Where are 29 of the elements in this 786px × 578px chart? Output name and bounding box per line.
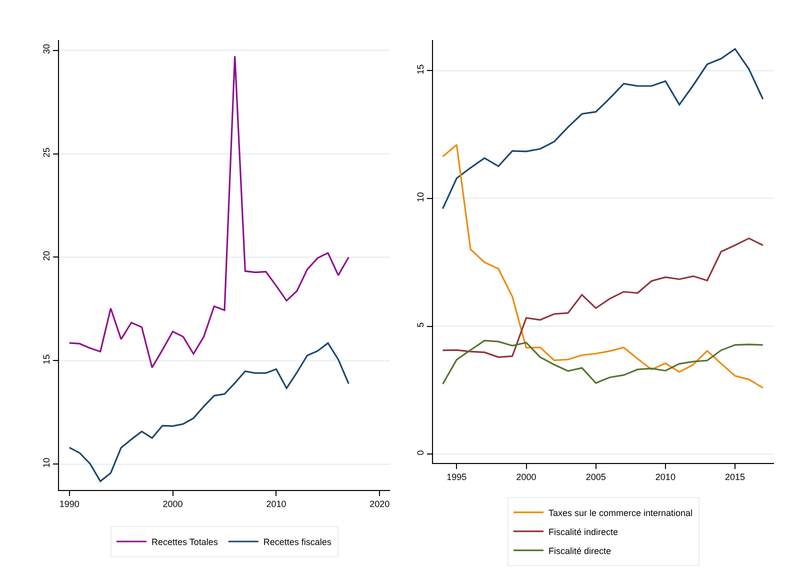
y-tick-label: 20 [41,250,52,261]
x-tick-label: 2005 [586,472,606,482]
legend-label: Fiscalité indirecte [548,526,618,537]
line-series [442,238,764,358]
x-tick-label: 2015 [725,472,746,482]
y-tick-label: 15 [41,354,52,364]
legend-label: Taxes sur le commerce international [548,508,693,518]
line-series [68,342,350,482]
y-tick-label: 10 [41,458,52,468]
x-tick-label: 2020 [370,498,390,509]
x-tick-label: 2000 [516,472,536,482]
legend-label: Fiscalité directe [548,546,612,556]
y-tick-label: 15 [415,64,426,74]
line-series [68,55,350,368]
line-series [442,48,764,210]
y-tick-label: 25 [41,147,52,158]
line-series [442,144,764,389]
y-tick-label: 5 [415,322,426,328]
x-tick-label: 2010 [266,498,286,509]
line-series [442,340,764,385]
legend-label: Recettes fiscales [263,537,332,548]
legend-label: Recettes Totales [152,537,218,548]
y-tick-label: 0 [415,450,426,456]
y-tick-label: 30 [41,44,52,54]
x-tick-label: 2000 [162,498,183,509]
x-tick-label: 1995 [446,472,467,482]
y-tick-label: 10 [415,192,426,202]
x-tick-label: 1990 [59,498,80,509]
x-tick-label: 2010 [655,472,676,482]
